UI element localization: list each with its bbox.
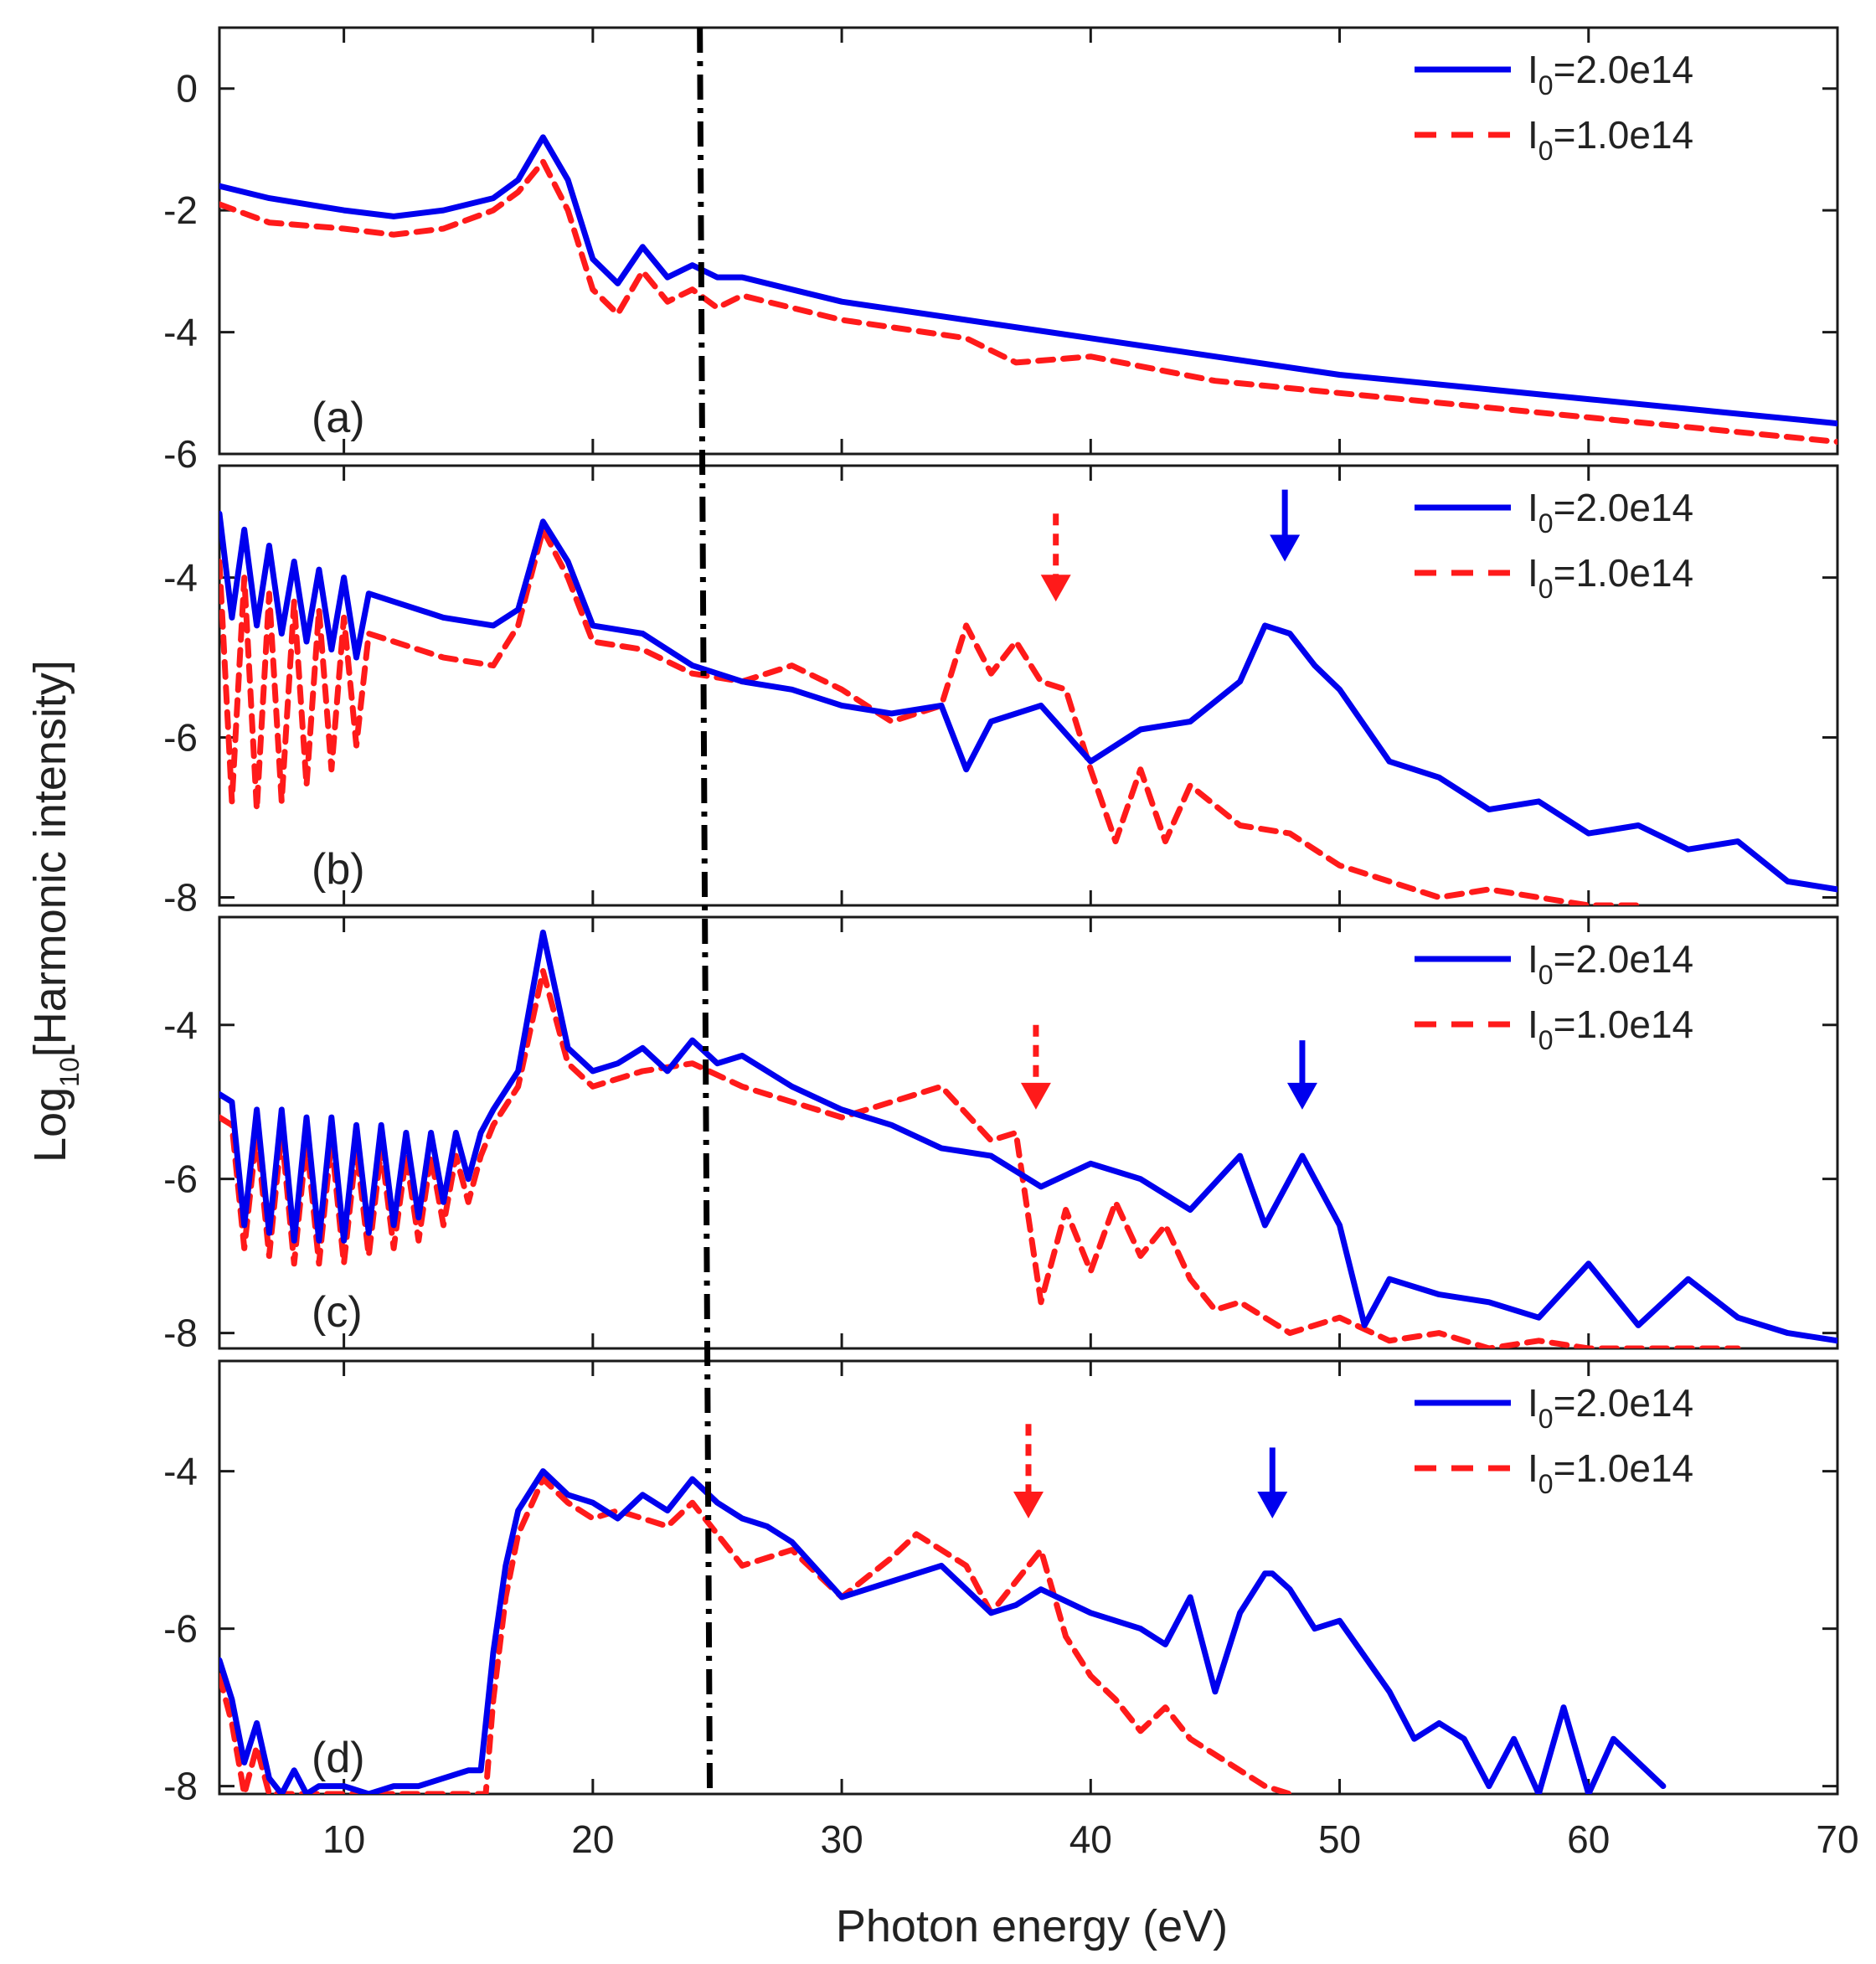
legend-label: I0=2.0e14 [1528, 1381, 1693, 1434]
y-tick-label: -8 [163, 1765, 198, 1808]
legend-label: I0=1.0e14 [1528, 1003, 1693, 1055]
x-axis-title: Photon energy (eV) [836, 1901, 1228, 1951]
series-line-1e14 [219, 158, 1837, 445]
legend-entry: I0=1.0e14 [1415, 551, 1693, 604]
panel-d: -4 -6 -8 (d) I0=2.0e14 I0=1.0e14 [163, 1359, 1839, 1808]
legend-label: I0=1.0e14 [1528, 113, 1693, 166]
panels-layer: 0 -2 -4 -6 (a) I0=2.0e14 I0=1.0e14 -4 -6 -8 (b) I0=… [163, 26, 1839, 1808]
y-tick-label: -4 [163, 1450, 198, 1493]
series-line-2e14 [219, 1468, 1667, 1794]
panel-label: (d) [312, 1734, 365, 1782]
legend-entry: I0=2.0e14 [1415, 1381, 1693, 1434]
y-tick-label: 0 [176, 67, 198, 111]
y-tick-label: -6 [163, 432, 198, 476]
reference-vertical-line [697, 27, 714, 1795]
legend-label: I0=2.0e14 [1528, 486, 1693, 539]
red-cutoff-arrow [1013, 1424, 1044, 1518]
y-tick-label: -4 [163, 311, 198, 354]
y-tick-label: -4 [163, 1003, 198, 1047]
series-group [219, 510, 1837, 905]
y-axis-title-subscript: 10 [54, 1057, 85, 1087]
legend-entry: I0=2.0e14 [1415, 486, 1693, 539]
series-line-1e14 [219, 526, 1642, 905]
x-tick-label: 20 [571, 1817, 614, 1861]
series-line-2e14 [219, 929, 1837, 1344]
panel-label: (c) [312, 1288, 363, 1337]
red-cutoff-arrow [1020, 1024, 1051, 1110]
series-group [219, 1468, 1667, 1794]
red-cutoff-arrow [1040, 513, 1071, 602]
legend-entry: I0=1.0e14 [1415, 1446, 1693, 1499]
y-axis-title-prefix: Log [25, 1087, 75, 1162]
y-tick-label: -8 [163, 1312, 198, 1355]
x-tick-label: 40 [1069, 1817, 1112, 1861]
series-line-1e14 [219, 1476, 1293, 1794]
x-tick-label: 70 [1816, 1817, 1858, 1861]
y-tick-label: -6 [163, 1607, 198, 1651]
series-line-2e14 [219, 134, 1837, 427]
overlay-layer: 10 20 30 40 50 60 70 [322, 27, 1859, 1861]
y-tick-label: -8 [163, 875, 198, 919]
blue-cutoff-arrow [1270, 489, 1301, 562]
svg-text:Log10[Harmonic intensity]: Log10[Harmonic intensity] [25, 660, 85, 1162]
panel-a: 0 -2 -4 -6 (a) I0=2.0e14 I0=1.0e14 [163, 26, 1839, 476]
plot-frame [218, 464, 1839, 907]
x-tick-label: 50 [1318, 1817, 1361, 1861]
legend-entry: I0=1.0e14 [1415, 113, 1693, 166]
legend-entry: I0=2.0e14 [1415, 48, 1693, 101]
x-tick-label: 10 [322, 1817, 365, 1861]
series-group [219, 929, 1837, 1348]
series-group [219, 134, 1837, 445]
y-tick-label: -2 [163, 188, 198, 232]
blue-cutoff-arrow [1286, 1040, 1317, 1110]
y-tick-label: -4 [163, 556, 198, 600]
legend-label: I0=1.0e14 [1528, 551, 1693, 604]
legend-entry: I0=1.0e14 [1415, 1003, 1693, 1055]
panel-c: -4 -6 -8 (c) I0=2.0e14 I0=1.0e14 [163, 915, 1839, 1355]
panel-label: (b) [312, 845, 365, 894]
y-tick-label: -6 [163, 716, 198, 760]
panel-b: -4 -6 -8 (b) I0=2.0e14 I0=1.0e14 [163, 464, 1839, 919]
x-tick-label: 30 [820, 1817, 863, 1861]
y-tick-label: -6 [163, 1157, 198, 1201]
plot-frame [218, 26, 1839, 456]
blue-cutoff-arrow [1257, 1447, 1288, 1518]
legend-entry: I0=2.0e14 [1415, 937, 1693, 990]
legend-label: I0=1.0e14 [1528, 1446, 1693, 1499]
y-axis-title-suffix: [Harmonic intensity] [25, 660, 75, 1057]
y-axis-title: Log10[Harmonic intensity] [25, 660, 85, 1162]
legend-label: I0=2.0e14 [1528, 937, 1693, 990]
legend-label: I0=2.0e14 [1528, 48, 1693, 101]
panel-label: (a) [312, 394, 365, 442]
series-line-2e14 [219, 510, 1837, 893]
plot-frame [218, 915, 1839, 1350]
x-tick-label: 60 [1567, 1817, 1610, 1861]
